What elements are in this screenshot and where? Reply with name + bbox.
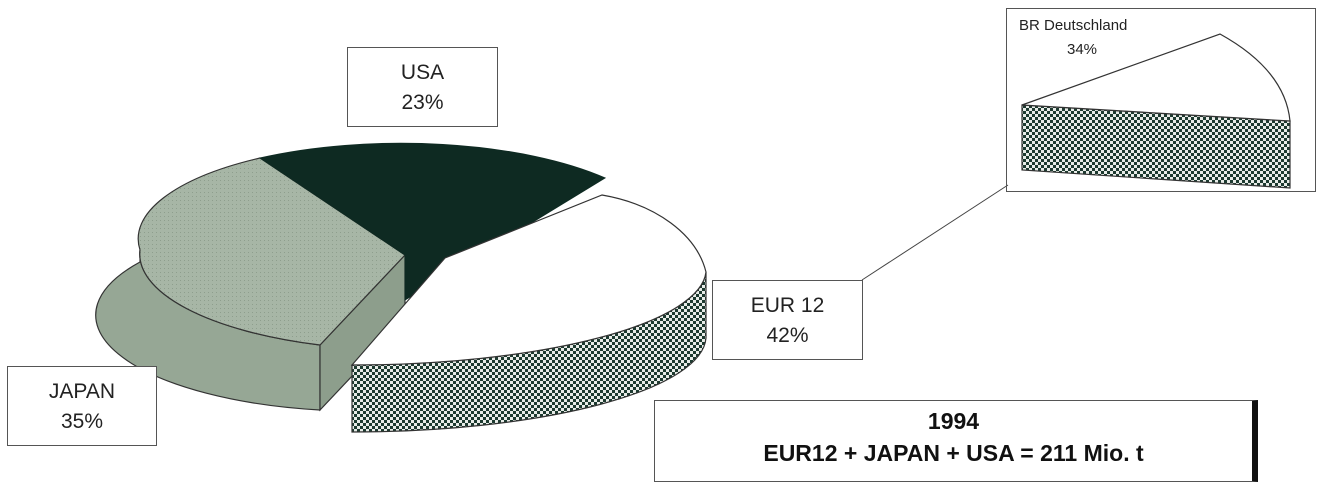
label-usa-pct: 23% — [401, 91, 444, 114]
caption-year: 1994 — [927, 408, 980, 434]
slice-eur12 — [350, 194, 707, 366]
slice-japan — [137, 157, 406, 346]
label-usa-name: USA — [400, 61, 445, 84]
slice-usa — [258, 142, 607, 301]
inset-breakout: BR Deutschland 34% — [1006, 8, 1316, 192]
caption-box: 1994 EUR12 + JAPAN + USA = 211 Mio. t — [654, 400, 1258, 482]
label-japan-pct: 35% — [60, 410, 104, 433]
inset-label-name: BR Deutschland — [1019, 17, 1128, 34]
label-eur12-pct: 42% — [766, 324, 809, 347]
label-japan: JAPAN 35% — [7, 366, 157, 446]
inset-wedge-top — [1021, 33, 1291, 122]
label-eur12: EUR 12 42% — [712, 280, 863, 360]
label-usa: USA 23% — [347, 47, 498, 127]
label-japan-name: JAPAN — [48, 380, 116, 403]
inset-leader-line-lower — [861, 184, 1009, 281]
caption-formula: EUR12 + JAPAN + USA = 211 Mio. t — [763, 440, 1144, 466]
inset-label-pct: 34% — [1067, 41, 1098, 58]
label-eur12-name: EUR 12 — [750, 294, 825, 317]
